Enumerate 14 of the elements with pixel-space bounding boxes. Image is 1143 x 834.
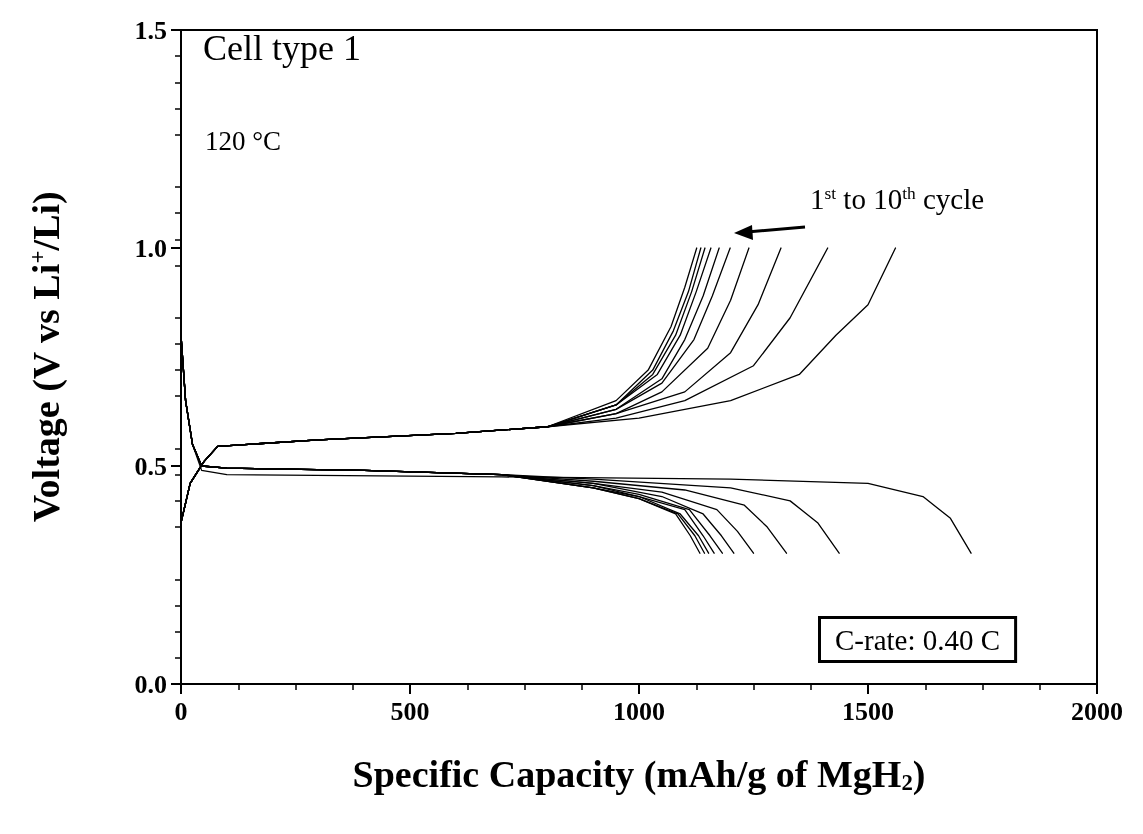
y-axis-title: Voltage (V vs Li+/Li) [24,191,68,523]
x-tick-label: 1000 [613,696,665,726]
annotation: C-rate: 0.40 C [835,623,1001,656]
y-tick-label: 1.5 [134,15,167,45]
y-tick-label: 1.0 [134,233,167,263]
x-tick-label: 0 [174,696,188,726]
x-tick-label: 500 [390,696,430,726]
annotation: 120 °C [205,125,282,156]
x-tick-label: 2000 [1071,696,1123,726]
annotation: Cell type 1 [203,28,361,68]
y-tick-label: 0.5 [134,451,167,481]
x-axis-title: Specific Capacity (mAh/g of MgH2) [352,753,926,797]
y-tick-label: 0.0 [134,669,167,699]
x-tick-label: 1500 [842,696,894,726]
